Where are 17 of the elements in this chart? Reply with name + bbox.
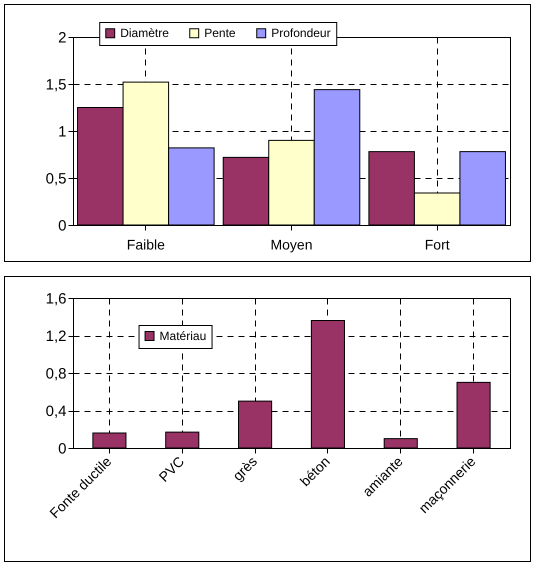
y-tick-label: 1,6 (46, 290, 66, 308)
legend-label: Matériau (160, 329, 206, 343)
x-tick-label: Moyen (270, 236, 313, 252)
y-tick-label: 2 (58, 30, 66, 46)
legend-label: Diamètre (120, 26, 170, 40)
x-tick-label: Fort (424, 236, 450, 252)
legend-label: Pente (204, 26, 236, 40)
y-tick-label: 0,5 (46, 170, 66, 188)
y-tick-label: 0,4 (46, 403, 66, 420)
x-tick-label: Faible (126, 236, 166, 252)
y-tick-label: 1,2 (46, 328, 66, 345)
y-tick-label: 1,5 (46, 76, 66, 94)
legend-label: Profondeur (271, 26, 331, 40)
y-tick-label: 0 (58, 218, 66, 234)
y-tick-label: 0 (58, 440, 66, 458)
y-tick-label: 1 (58, 124, 66, 140)
y-tick-label: 0,8 (46, 366, 66, 382)
